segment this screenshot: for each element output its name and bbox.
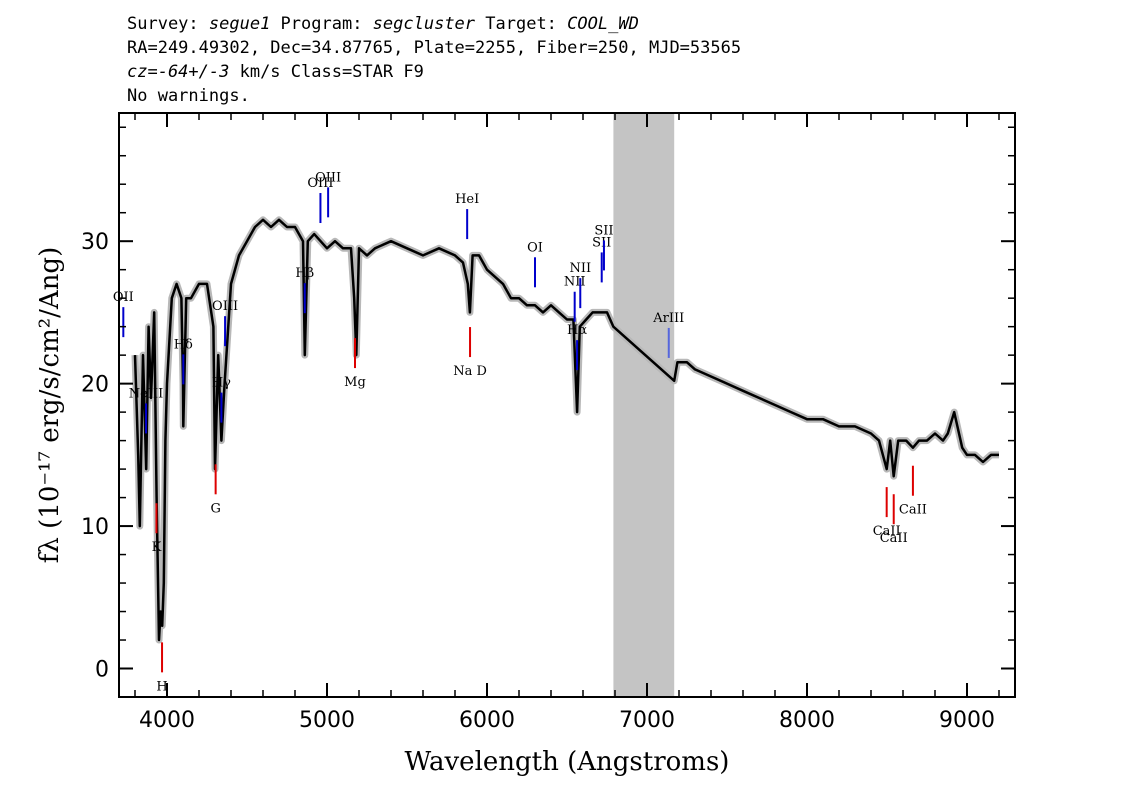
- emission-line-label: OIII: [212, 299, 238, 314]
- program-name: segcluster: [372, 14, 476, 34]
- spectrum-series: [133, 218, 999, 642]
- y-tick-label: 0: [95, 658, 109, 683]
- redshift-value: cz=-64+/-3: [127, 62, 230, 82]
- emission-line-label: NII: [569, 261, 591, 276]
- x-axis-title: Wavelength (Angstroms): [405, 747, 730, 777]
- y-axis-title: fλ (10⁻¹⁷ erg/s/cm²/Ang): [35, 247, 65, 563]
- header-line-redshift: cz=-64+/-3 km/s Class=STAR F9: [127, 62, 424, 82]
- emission-line-label: Hγ: [212, 376, 231, 391]
- emission-line-label: NII: [564, 275, 586, 290]
- emission-line-label: HeI: [455, 192, 479, 207]
- axis-ticks: 4000 5000 6000 7000 8000 9000 0 10 20 30: [81, 113, 1015, 733]
- header-line-coordinates: RA=249.49302, Dec=34.87765, Plate=2255, …: [127, 38, 742, 58]
- y-tick-label: 10: [81, 515, 109, 540]
- absorption-line-label: CaII: [873, 524, 901, 539]
- emission-line-label: NeIII: [129, 386, 163, 401]
- emission-line-label: SII: [594, 223, 613, 238]
- survey-name: segue1: [208, 14, 271, 34]
- emission-line-label: ArIII: [652, 311, 684, 326]
- x-tick-label: 9000: [939, 708, 995, 733]
- spectrum-header: Survey: segue1 Program: segcluster Targe…: [127, 12, 741, 108]
- x-tick-label: 7000: [619, 708, 675, 733]
- absorption-line-label: CaII: [899, 503, 927, 518]
- emission-line-label: Hα: [567, 323, 587, 338]
- emission-line-label: OI: [527, 240, 543, 255]
- x-tick-label: 5000: [299, 708, 355, 733]
- plot-frame: [118, 112, 1016, 698]
- emission-line-label: OIII: [307, 176, 333, 191]
- spectrum-line: [133, 218, 999, 642]
- masked-region: [613, 113, 675, 697]
- x-tick-label: 6000: [459, 708, 515, 733]
- absorption-line-label: K: [152, 540, 162, 555]
- x-tick-label: 8000: [779, 708, 835, 733]
- y-tick-label: 30: [81, 230, 109, 255]
- emission-line-label: Hβ: [295, 266, 314, 281]
- header-line-survey: Survey: segue1 Program: segcluster Targe…: [127, 14, 639, 34]
- absorption-line-label: H: [156, 679, 167, 694]
- emission-line-label: OIII: [315, 170, 341, 185]
- target-name: COOL_WD: [567, 14, 639, 34]
- emission-line-label: Hδ: [174, 337, 193, 352]
- spectral-line-markers: OIINeIIIHδHγOIIIHβOIIIOIIIHeIOINIIHαNIIS…: [113, 170, 927, 694]
- y-tick-label: 20: [81, 373, 109, 398]
- header-line-warnings: No warnings.: [127, 86, 250, 106]
- absorption-line-label: G: [210, 501, 220, 516]
- absorption-line-label: Na D: [453, 364, 487, 379]
- emission-line-label: SII: [592, 235, 611, 250]
- absorption-line-label: Mg: [344, 375, 366, 390]
- absorption-line-label: CaII: [880, 531, 908, 546]
- x-tick-label: 4000: [139, 708, 195, 733]
